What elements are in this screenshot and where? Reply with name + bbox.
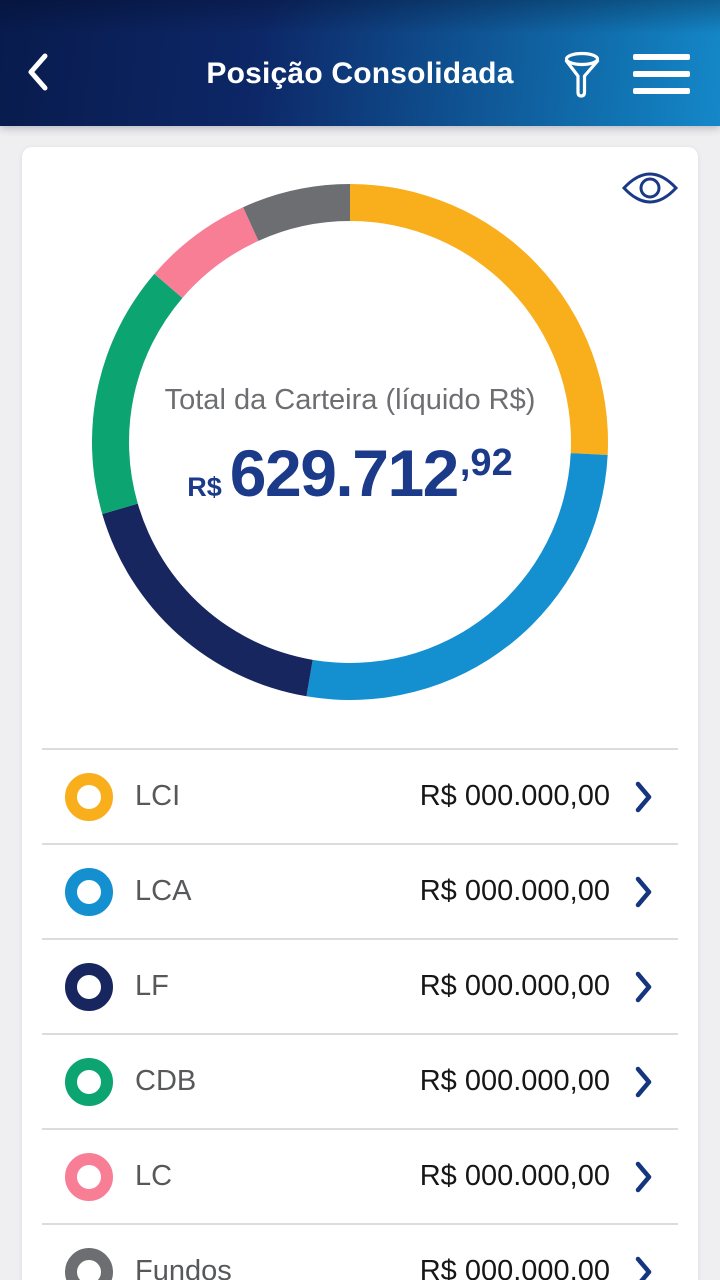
menu-button[interactable] (633, 52, 694, 96)
asset-label: LCI (135, 780, 181, 812)
donut-segment-lf (102, 503, 313, 697)
asset-value: R$ 000.000,00 (419, 780, 610, 812)
page-title: Posição Consolidada (206, 57, 514, 90)
asset-value: R$ 000.000,00 (419, 1065, 610, 1097)
chevron-right-icon (635, 781, 652, 812)
chevron-right-icon (635, 1256, 652, 1280)
eye-icon (621, 172, 679, 204)
filter-button[interactable] (555, 45, 609, 105)
chevron-right-icon (635, 876, 652, 907)
asset-value: R$ 000.000,00 (419, 1160, 610, 1192)
asset-color-ring-icon (65, 1057, 113, 1106)
chevron-right-icon (635, 1066, 652, 1097)
asset-row[interactable]: Fundos R$ 000.000,00 (42, 1223, 678, 1280)
asset-list: LCI R$ 000.000,00 LCA R$ 000.000,00 LF R… (42, 748, 678, 1280)
asset-color-ring-icon (65, 1247, 113, 1280)
donut-segment-lca (306, 453, 608, 700)
asset-value: R$ 000.000,00 (419, 970, 610, 1002)
asset-label: LC (135, 1160, 173, 1192)
toggle-visibility-button[interactable] (617, 162, 683, 214)
asset-color-ring-icon (65, 772, 113, 821)
hamburger-icon (633, 54, 690, 60)
app-header: Posição Consolidada (0, 0, 720, 126)
asset-label: Fundos (135, 1255, 232, 1280)
asset-row[interactable]: LCI R$ 000.000,00 (42, 748, 678, 843)
chevron-right-icon (635, 971, 652, 1002)
portfolio-donut-chart (92, 184, 608, 700)
donut-segment-lci (350, 184, 608, 455)
asset-label: LCA (135, 875, 192, 907)
asset-row[interactable]: LC R$ 000.000,00 (42, 1128, 678, 1223)
asset-value: R$ 000.000,00 (419, 1255, 610, 1280)
funnel-icon (564, 51, 600, 98)
asset-label: LF (135, 970, 169, 1002)
donut-segment-cdb (92, 273, 183, 514)
chevron-left-icon (28, 53, 48, 91)
asset-row[interactable]: CDB R$ 000.000,00 (42, 1033, 678, 1128)
asset-label: CDB (135, 1065, 197, 1097)
donut-segment-fundos (243, 184, 350, 241)
asset-value: R$ 000.000,00 (419, 875, 610, 907)
chevron-right-icon (635, 1161, 652, 1192)
asset-color-ring-icon (65, 1152, 113, 1201)
asset-color-ring-icon (65, 867, 113, 916)
back-button[interactable] (17, 43, 59, 101)
donut-segment-lc (154, 207, 259, 298)
portfolio-card: Total da Carteira (líquido R$) R$ 629.71… (22, 147, 698, 1280)
asset-row[interactable]: LF R$ 000.000,00 (42, 938, 678, 1033)
asset-row[interactable]: LCA R$ 000.000,00 (42, 843, 678, 938)
asset-color-ring-icon (65, 962, 113, 1011)
